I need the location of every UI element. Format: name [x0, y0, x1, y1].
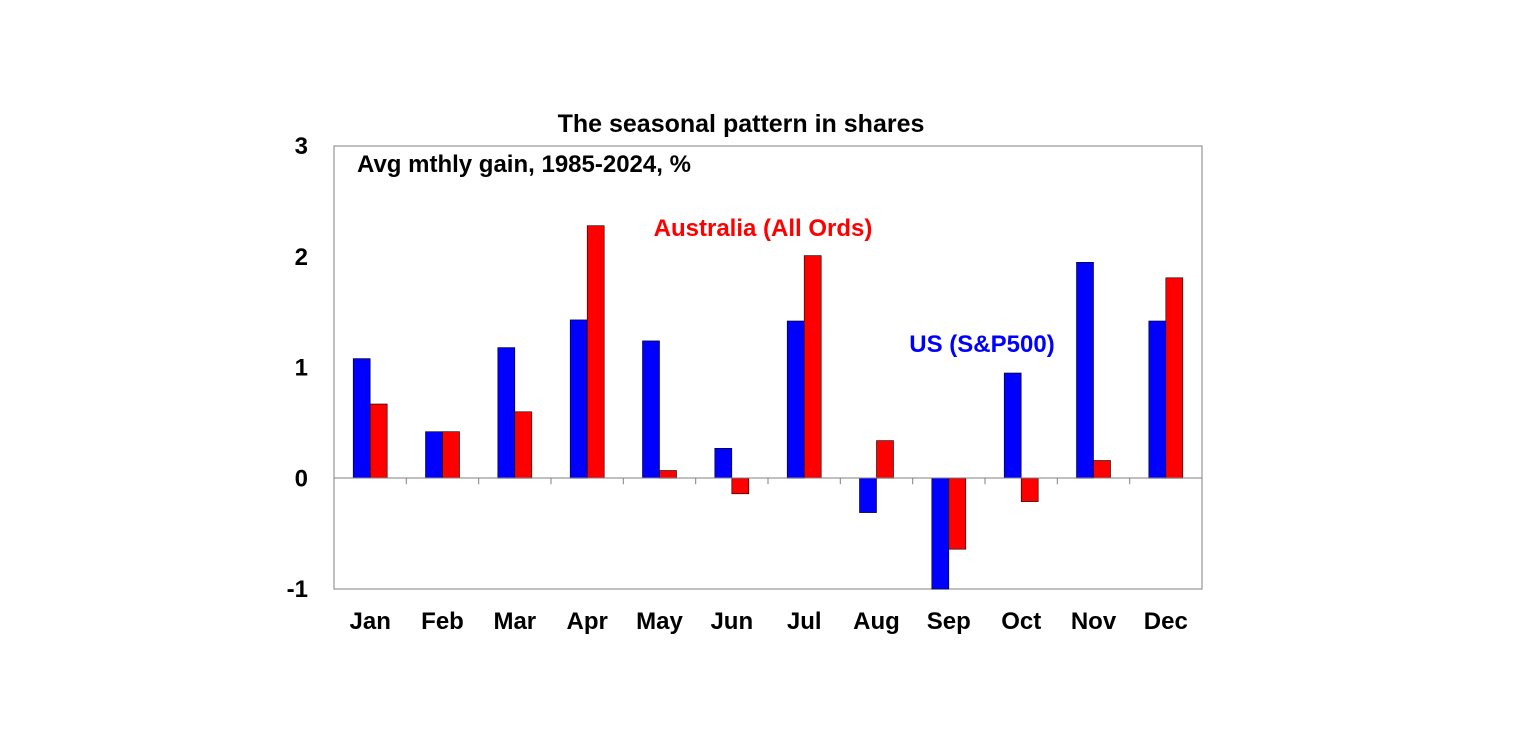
x-tick-label: Nov — [1071, 608, 1117, 635]
bar-us-may — [642, 340, 660, 479]
bar-us-sep — [931, 477, 950, 590]
bar-australia-aug — [876, 440, 894, 479]
x-tick-label: Jan — [350, 608, 391, 635]
bar-australia-may — [659, 470, 677, 479]
y-tick-labels: 3 2 1 0 -1 — [287, 133, 308, 603]
y-tick-label: 1 — [295, 355, 308, 382]
x-tick-label: Mar — [493, 608, 536, 635]
bar-australia-jan — [369, 403, 388, 479]
bar-us-feb — [425, 431, 443, 479]
bar-us-apr — [569, 319, 588, 479]
x-tick-label: Aug — [853, 608, 900, 635]
bar-australia-feb — [442, 431, 460, 479]
bar-us-jul — [786, 320, 805, 479]
legend-label-australia: Australia (All Ords) — [654, 215, 873, 242]
bar-us-mar — [497, 347, 516, 479]
x-tick-label: May — [636, 608, 683, 635]
bar-us-nov — [1076, 261, 1094, 479]
bar-us-jun — [714, 447, 733, 479]
x-tick-label: Dec — [1144, 608, 1188, 635]
y-tick-label: 2 — [295, 244, 308, 271]
x-tick-label: Sep — [927, 608, 971, 635]
bar-us-oct — [1003, 372, 1022, 479]
legend-label-us: US (S&P500) — [909, 331, 1054, 358]
bar-us-dec — [1148, 320, 1167, 479]
bar-australia-jul — [803, 255, 822, 479]
chart-title: The seasonal pattern in shares — [558, 110, 925, 138]
y-tick-label: 3 — [295, 133, 308, 160]
bar-australia-jun — [731, 477, 750, 495]
x-tick-label: Jun — [710, 608, 753, 635]
bar-australia-nov — [1093, 460, 1111, 479]
x-tick-label: Oct — [1001, 608, 1041, 635]
y-tick-label: -1 — [287, 576, 308, 603]
y-tick-label: 0 — [295, 465, 308, 492]
bar-us-jan — [352, 358, 371, 479]
bar-australia-mar — [514, 411, 533, 479]
x-tick-label: Feb — [421, 608, 464, 635]
x-tick-labels: Jan Feb Mar Apr May Jun Jul Aug Sep Oct Nov Dec — [350, 608, 1188, 635]
bar-australia-sep — [948, 477, 967, 550]
bar-australia-oct — [1020, 477, 1039, 502]
plot-area-frame — [333, 145, 1203, 590]
x-tick-label: Apr — [567, 608, 608, 635]
bars-layer — [352, 225, 1184, 590]
x-tick-label: Jul — [787, 608, 822, 635]
bar-australia-apr — [586, 225, 605, 479]
x-ticks-layer — [405, 478, 1131, 485]
bar-australia-dec — [1165, 277, 1184, 479]
chart-subtitle: Avg mthly gain, 1985-2024, % — [357, 151, 691, 178]
bar-us-aug — [859, 477, 877, 513]
